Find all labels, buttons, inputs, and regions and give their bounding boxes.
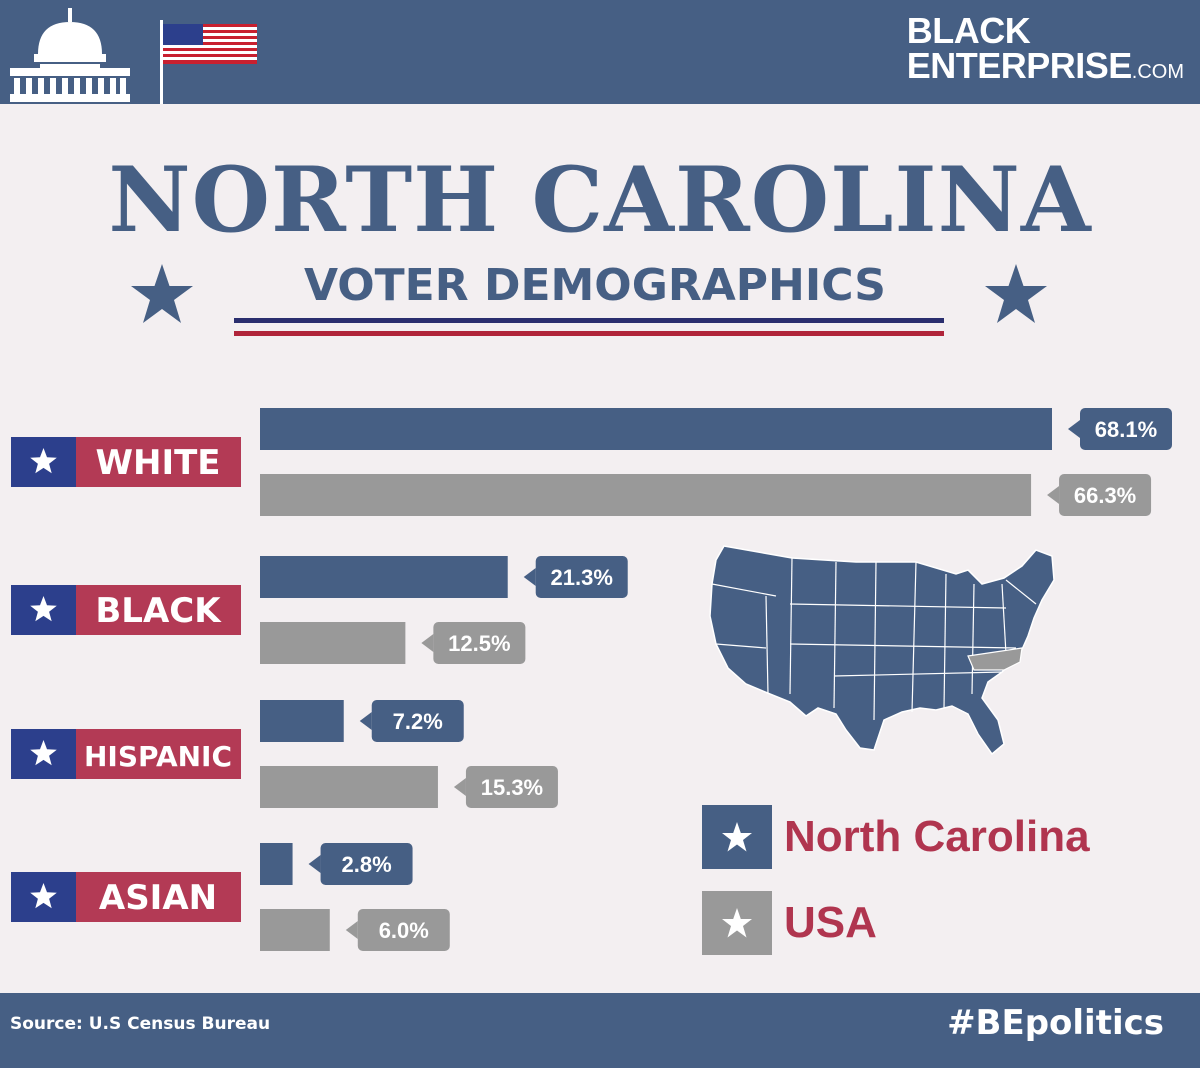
brand-line-2: ENTERPRISE xyxy=(906,45,1133,86)
left-star-icon xyxy=(131,264,193,323)
bar-usa xyxy=(260,909,330,951)
callout-pointer xyxy=(359,712,372,730)
star-icon xyxy=(722,822,752,852)
data-label: 68.1% xyxy=(1095,417,1157,442)
us-flag-icon xyxy=(160,20,257,104)
divider-red xyxy=(234,331,944,336)
star-icon xyxy=(30,740,57,766)
page-subtitle: VOTER DEMOGRAPHICS xyxy=(303,260,886,311)
category-label: WHITE xyxy=(95,443,220,483)
callout-pointer xyxy=(1068,420,1080,438)
data-label: 7.2% xyxy=(393,709,443,734)
star-icon xyxy=(30,883,57,909)
category-label-box xyxy=(76,437,241,487)
hashtag: #BEpolitics xyxy=(947,1003,1164,1043)
demographics-bar-chart: WHITE 68.1% 66.3% BLACK 21.3% 12.5% HISPANIC 7.… xyxy=(11,408,1172,951)
callout-pointer xyxy=(453,778,466,796)
category-label: BLACK xyxy=(95,591,222,631)
bar-usa xyxy=(260,766,438,808)
legend-swatch-nc xyxy=(702,805,772,869)
callout-pointer xyxy=(345,921,358,939)
bar-nc xyxy=(260,843,293,885)
callout-pointer xyxy=(523,568,536,586)
capitol-icon xyxy=(10,8,130,102)
data-label: 15.3% xyxy=(481,775,543,800)
callout-pointer xyxy=(421,634,434,652)
star-icon xyxy=(30,596,57,622)
data-label: 6.0% xyxy=(379,918,429,943)
category-label: ASIAN xyxy=(99,878,217,918)
callout-box xyxy=(320,843,413,885)
callout-box xyxy=(1080,408,1172,450)
brand-logo: BLACK ENTERPRISE.COM xyxy=(906,10,1184,90)
category-label: HISPANIC xyxy=(84,740,232,773)
callout-box xyxy=(433,622,526,664)
bar-usa xyxy=(260,474,1032,516)
category-label-box xyxy=(76,872,241,922)
category-label-box xyxy=(76,729,241,779)
bar-nc xyxy=(260,408,1052,450)
divider-blue xyxy=(234,318,944,323)
callout-box xyxy=(371,700,464,742)
bar-nc xyxy=(260,700,344,742)
source-note: Source: U.S Census Bureau xyxy=(10,1014,271,1034)
right-star-icon xyxy=(985,264,1047,323)
bar-usa xyxy=(260,622,406,664)
brand-line-1: BLACK xyxy=(906,10,1031,51)
callout-box xyxy=(357,909,450,951)
legend-label-usa: USA xyxy=(784,898,877,947)
north-carolina-highlight xyxy=(967,647,1023,671)
legend-swatch-usa xyxy=(702,891,772,955)
category-label-box xyxy=(76,585,241,635)
legend-label-nc: North Carolina xyxy=(784,812,1090,861)
data-label: 21.3% xyxy=(551,565,613,590)
page-title: NORTH CAROLINA xyxy=(108,147,1092,253)
us-map-icon xyxy=(709,545,1055,756)
callout-box xyxy=(465,766,558,808)
data-label: 66.3% xyxy=(1074,483,1136,508)
header-bar: BLACK ENTERPRISE.COM xyxy=(0,0,1200,104)
callout-box xyxy=(535,556,628,598)
star-icon xyxy=(722,908,752,938)
brand-suffix: .COM xyxy=(1131,61,1184,83)
data-label: 12.5% xyxy=(448,631,510,656)
callout-box xyxy=(1059,474,1152,516)
star-icon xyxy=(30,448,57,474)
footer-bar xyxy=(0,993,1200,1068)
callout-pointer xyxy=(1047,486,1060,504)
bar-nc xyxy=(260,556,508,598)
data-label: 2.8% xyxy=(341,852,391,877)
callout-pointer xyxy=(308,855,321,873)
